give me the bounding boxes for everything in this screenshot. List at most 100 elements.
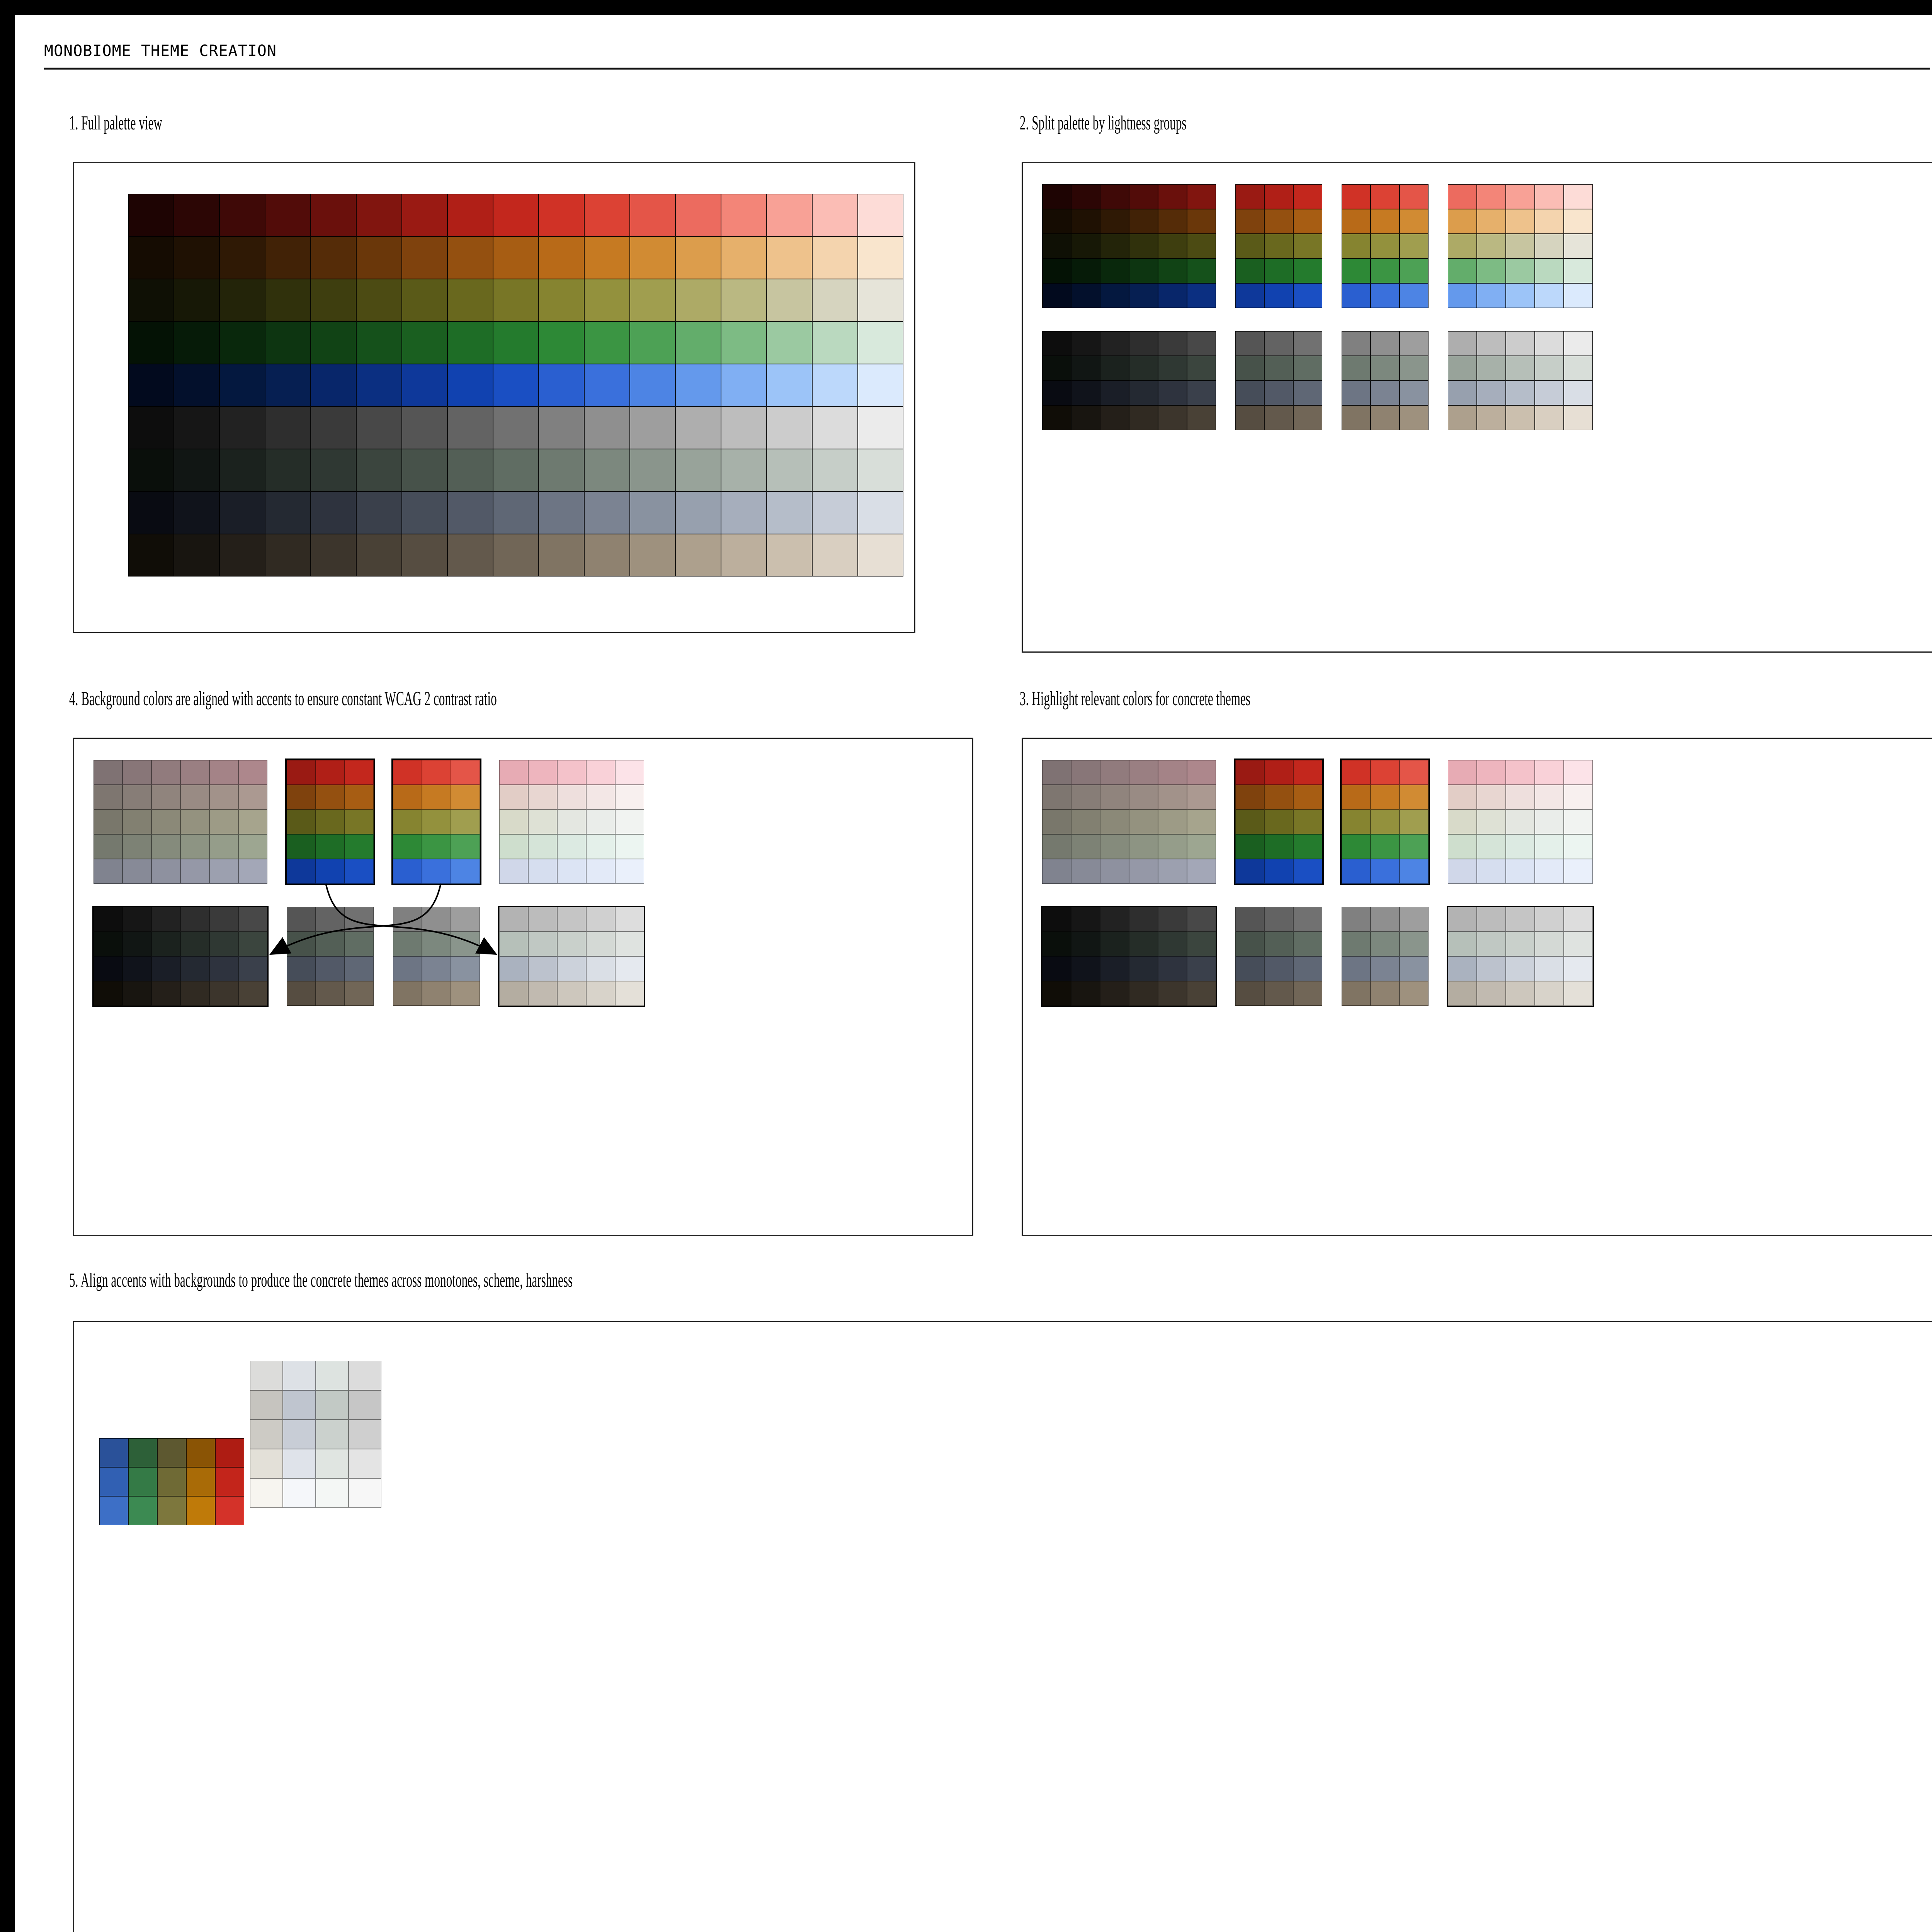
- palette-cell: [1371, 331, 1400, 356]
- palette-cell: [615, 907, 644, 932]
- palette-cell: [1264, 810, 1293, 834]
- split-gray-group-3: [1342, 331, 1429, 430]
- palette-cell: [499, 810, 528, 834]
- palette-cell: [451, 760, 480, 785]
- palette-cell: [157, 1438, 186, 1467]
- palette-cell: [316, 1478, 349, 1508]
- palette-cell: [122, 981, 151, 1006]
- palette-cell: [1187, 259, 1216, 283]
- palette-cell: [151, 760, 180, 785]
- palette-cell: [1264, 760, 1293, 785]
- palette-cell: [858, 406, 903, 449]
- palette-cell: [151, 785, 180, 810]
- palette-cell: [557, 932, 586, 956]
- palette-cell: [349, 1478, 381, 1508]
- palette-cell: [283, 1390, 316, 1420]
- palette-cell: [180, 785, 209, 810]
- palette-cell: [345, 932, 374, 956]
- palette-cell: [174, 406, 219, 449]
- palette-cell: [1235, 405, 1264, 430]
- palette-cell: [493, 194, 539, 236]
- palette-cell: [1187, 810, 1216, 834]
- palette-cell: [1371, 234, 1400, 259]
- palette-cell: [1264, 381, 1293, 405]
- panel-concrete-themes: [73, 1321, 1932, 1932]
- palette-cell: [1129, 283, 1158, 308]
- section-title-4: 4. Background colors are aligned with ac…: [69, 688, 497, 710]
- palette-cell: [858, 194, 903, 236]
- palette-cell: [1371, 760, 1400, 785]
- palette-cell: [675, 236, 721, 279]
- palette-cell: [1129, 785, 1158, 810]
- palette-cell: [1564, 234, 1593, 259]
- palette-cell: [219, 236, 265, 279]
- palette-cell: [1535, 184, 1564, 209]
- palette-cell: [1235, 981, 1264, 1006]
- palette-cell: [1400, 283, 1429, 308]
- palette-cell: [393, 907, 422, 932]
- palette-cell: [1042, 356, 1071, 381]
- palette-cell: [122, 932, 151, 956]
- palette-cell: [1535, 760, 1564, 785]
- palette-cell: [1264, 283, 1293, 308]
- palette-cell: [94, 981, 122, 1006]
- palette-cell: [1100, 810, 1129, 834]
- palette-cell: [1293, 405, 1322, 430]
- palette-cell: [1071, 283, 1100, 308]
- palette-cell: [1448, 283, 1477, 308]
- palette-cell: [209, 981, 238, 1006]
- section-title-5: 5. Align accents with backgrounds to pro…: [69, 1269, 573, 1291]
- palette-cell: [557, 760, 586, 785]
- palette-cell: [630, 364, 675, 406]
- palette-cell: [1042, 184, 1071, 209]
- palette-cell: [311, 492, 356, 534]
- palette-cell: [1371, 381, 1400, 405]
- palette-cell: [1535, 283, 1564, 308]
- palette-cell: [1535, 785, 1564, 810]
- palette-cell: [767, 364, 812, 406]
- palette-cell: [1342, 283, 1371, 308]
- palette-cell: [675, 406, 721, 449]
- split-gray-group-1: [1042, 331, 1216, 430]
- palette-cell: [1400, 331, 1429, 356]
- palette-cell: [1293, 283, 1322, 308]
- palette-cell: [174, 321, 219, 364]
- palette-cell: [1071, 810, 1100, 834]
- palette-cell: [1187, 834, 1216, 859]
- palette-cell: [858, 236, 903, 279]
- palette-cell: [858, 364, 903, 406]
- palette-cell: [675, 364, 721, 406]
- palette-cell: [1371, 834, 1400, 859]
- palette-cell: [1264, 981, 1293, 1006]
- palette-cell: [1129, 259, 1158, 283]
- palette-cell: [1564, 760, 1593, 785]
- palette-cell: [1042, 259, 1071, 283]
- palette-cell: [1264, 259, 1293, 283]
- palette-cell: [422, 760, 451, 785]
- palette-cell: [265, 321, 311, 364]
- palette-cell: [1293, 209, 1322, 234]
- palette-cell: [151, 810, 180, 834]
- palette-cell: [94, 859, 122, 884]
- palette-cell: [99, 1467, 128, 1496]
- palette-cell: [812, 279, 858, 321]
- palette-cell: [1506, 356, 1535, 381]
- palette-cell: [1448, 209, 1477, 234]
- palette-cell: [1448, 760, 1477, 785]
- palette-cell: [586, 810, 615, 834]
- palette-cell: [1042, 859, 1071, 884]
- palette-cell: [1158, 810, 1187, 834]
- palette-cell: [209, 932, 238, 956]
- palette-cell: [1293, 381, 1322, 405]
- palette-cell: [1535, 859, 1564, 884]
- palette-cell: [311, 279, 356, 321]
- palette-cell: [557, 834, 586, 859]
- palette-cell: [1477, 356, 1506, 381]
- palette-cell: [630, 321, 675, 364]
- palette-cell: [1129, 405, 1158, 430]
- palette-cell: [1187, 859, 1216, 884]
- palette-cell: [422, 932, 451, 956]
- palette-cell: [287, 956, 316, 981]
- palette-cell: [151, 859, 180, 884]
- palette-cell: [128, 534, 174, 577]
